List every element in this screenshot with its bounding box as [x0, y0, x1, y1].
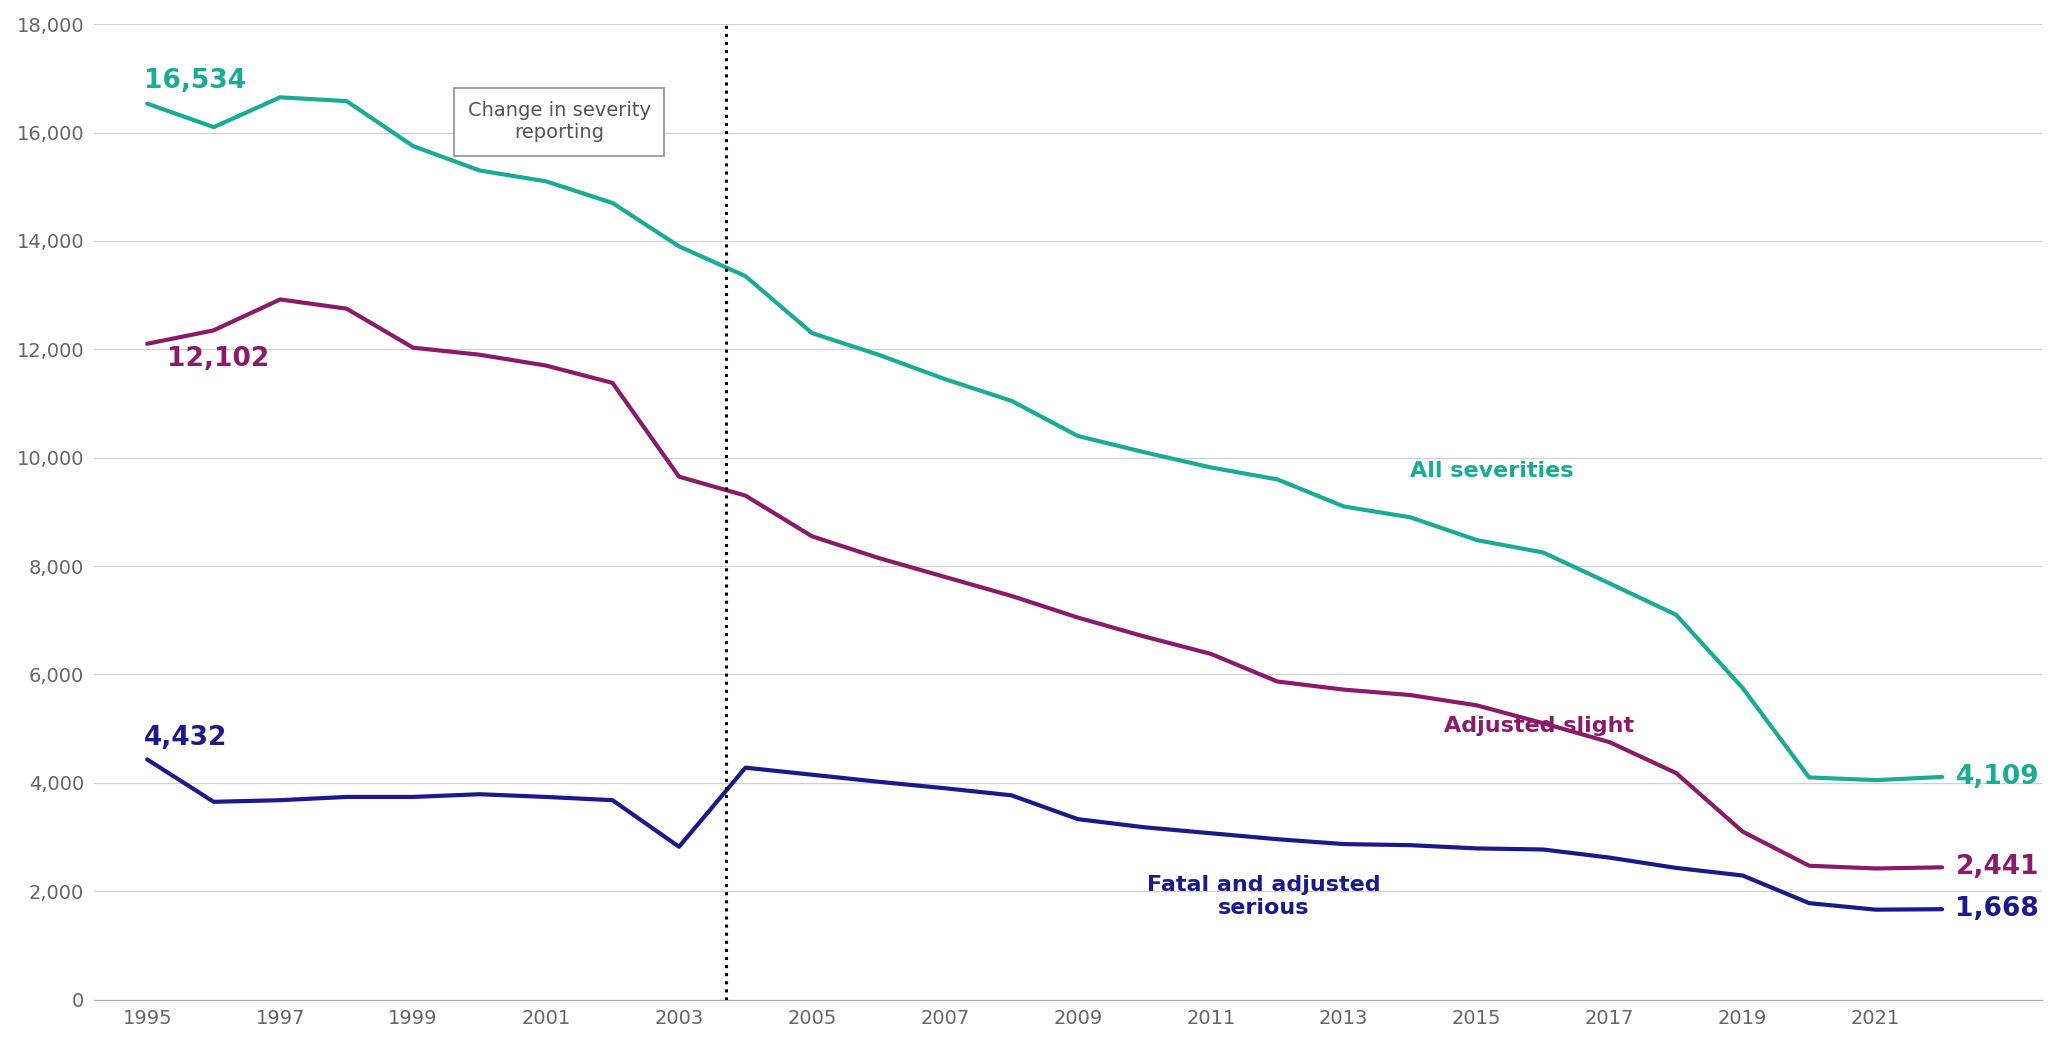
Text: 4,109: 4,109	[1955, 764, 2040, 790]
Text: 12,102: 12,102	[168, 347, 269, 372]
Text: Change in severity
reporting: Change in severity reporting	[468, 101, 650, 142]
Text: Fatal and adjusted
serious: Fatal and adjusted serious	[1147, 875, 1381, 919]
Text: Adjusted slight: Adjusted slight	[1443, 716, 1634, 736]
Text: All severities: All severities	[1410, 461, 1574, 482]
Text: 16,534: 16,534	[143, 68, 246, 94]
Text: 4,432: 4,432	[143, 725, 228, 751]
Text: 2,441: 2,441	[1955, 855, 2038, 880]
Text: 1,668: 1,668	[1955, 897, 2040, 923]
